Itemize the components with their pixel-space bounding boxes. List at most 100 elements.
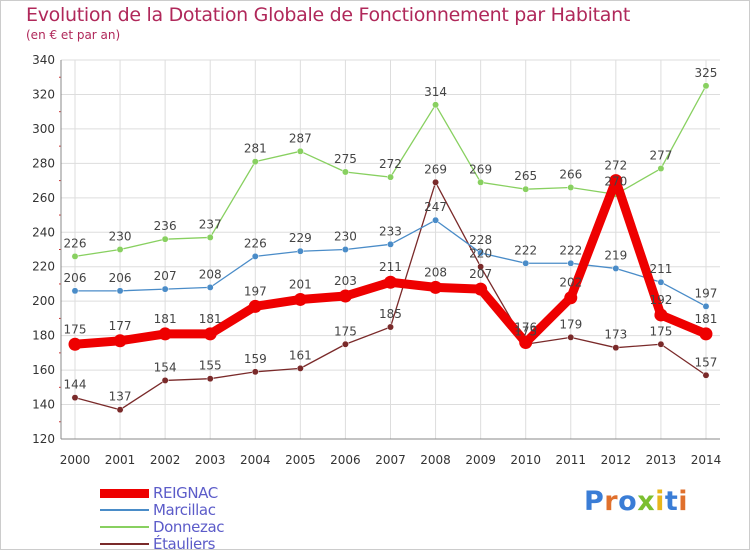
data-label-marcillac: 207 — [154, 269, 177, 283]
data-point-donnezac — [702, 82, 710, 90]
chart-title: Evolution de la Dotation Globale de Fonc… — [26, 4, 631, 26]
data-label-tauliers: 137 — [109, 390, 132, 404]
data-label-tauliers: 220 — [469, 247, 492, 261]
data-point-tauliers — [251, 368, 259, 376]
data-point-reignac — [564, 291, 578, 305]
data-label-reignac: 207 — [469, 267, 492, 281]
data-point-marcillac — [522, 259, 530, 267]
data-label-marcillac: 228 — [469, 233, 492, 247]
data-label-tauliers: 155 — [199, 359, 222, 373]
data-label-marcillac: 208 — [199, 267, 222, 281]
data-label-tauliers: 154 — [154, 360, 177, 374]
proxiti-logo: Proxiti — [584, 486, 688, 517]
data-label-donnezac: 275 — [334, 152, 357, 166]
data-point-tauliers — [296, 364, 304, 372]
data-point-reignac — [474, 282, 488, 296]
y-tick-label: 180 — [32, 329, 55, 343]
legend-label: Étauliers — [153, 535, 216, 553]
data-point-donnezac — [657, 165, 665, 172]
data-label-reignac: 176 — [514, 321, 537, 335]
data-label-donnezac: 269 — [469, 162, 492, 176]
legend-swatch — [100, 488, 149, 498]
y-tick-label: 160 — [32, 363, 55, 377]
data-label-reignac: 197 — [244, 284, 267, 298]
data-point-donnezac — [296, 147, 304, 155]
x-tick-label: 2013 — [646, 453, 677, 467]
x-tick-label: 2006 — [330, 453, 361, 467]
y-tick-label: 140 — [32, 398, 55, 412]
data-label-reignac: 181 — [199, 312, 222, 326]
data-point-reignac — [338, 289, 352, 303]
data-label-reignac: 203 — [334, 274, 357, 288]
data-point-tauliers — [161, 376, 169, 384]
data-label-reignac: 181 — [695, 312, 718, 326]
data-point-reignac — [248, 299, 262, 313]
data-point-marcillac — [251, 252, 259, 260]
data-point-tauliers — [387, 323, 394, 331]
data-label-donnezac: 314 — [424, 85, 447, 99]
x-tick-label: 2000 — [60, 453, 91, 467]
data-label-donnezac: 325 — [695, 66, 718, 80]
data-label-donnezac: 237 — [199, 217, 222, 231]
x-tick-label: 2009 — [465, 453, 496, 467]
data-point-marcillac — [612, 265, 620, 272]
data-point-donnezac — [387, 173, 394, 181]
data-label-tauliers: 175 — [649, 324, 672, 338]
data-point-marcillac — [341, 246, 349, 253]
data-point-reignac — [68, 337, 82, 351]
data-point-donnezac — [206, 233, 214, 241]
logo-letter: t — [664, 486, 679, 517]
data-label-tauliers: 175 — [334, 324, 357, 338]
data-point-tauliers — [206, 375, 214, 383]
data-label-marcillac: 219 — [604, 248, 627, 262]
x-tick-label: 2007 — [375, 453, 406, 467]
y-tick-label: 220 — [32, 260, 55, 274]
data-label-marcillac: 233 — [379, 224, 402, 238]
data-point-tauliers — [432, 178, 440, 186]
data-point-reignac — [383, 275, 397, 289]
data-point-marcillac — [477, 249, 485, 257]
data-label-marcillac: 222 — [559, 243, 582, 257]
data-point-reignac — [429, 280, 443, 294]
data-point-marcillac — [161, 285, 169, 293]
data-label-tauliers: 159 — [244, 352, 267, 366]
data-point-donnezac — [477, 178, 485, 186]
data-point-donnezac — [116, 246, 124, 253]
x-tick-label: 2012 — [601, 453, 632, 467]
data-point-marcillac — [116, 287, 124, 295]
data-label-donnezac: 277 — [649, 149, 672, 163]
data-label-tauliers: 161 — [289, 348, 312, 362]
data-label-donnezac: 265 — [514, 169, 537, 183]
data-label-donnezac: 272 — [379, 157, 402, 171]
legend-label: Donnezac — [153, 518, 225, 536]
logo-letter: x — [637, 486, 656, 517]
logo-letter: i — [655, 486, 665, 517]
data-label-reignac: 272 — [604, 159, 627, 173]
x-tick-label: 2014 — [691, 453, 722, 467]
x-tick-label: 2005 — [285, 453, 316, 467]
data-point-reignac — [609, 174, 623, 188]
data-label-reignac: 192 — [649, 293, 672, 307]
legend-swatch — [100, 509, 149, 511]
x-tick-label: 2004 — [240, 453, 271, 467]
data-label-tauliers: 269 — [424, 162, 447, 176]
data-point-reignac — [699, 327, 713, 341]
y-tick-label: 240 — [32, 225, 55, 239]
data-label-tauliers: 179 — [559, 317, 582, 331]
data-point-reignac — [158, 327, 172, 341]
data-label-marcillac: 229 — [289, 231, 312, 245]
data-point-donnezac — [522, 185, 530, 193]
y-tick-label: 120 — [32, 432, 55, 446]
data-point-reignac — [654, 308, 668, 322]
data-label-reignac: 175 — [64, 322, 87, 336]
data-point-tauliers — [567, 333, 575, 341]
data-label-tauliers: 173 — [604, 328, 627, 342]
data-point-marcillac — [432, 216, 440, 224]
chart-subtitle: (en € et par an) — [26, 28, 121, 42]
data-point-donnezac — [161, 235, 169, 243]
data-point-donnezac — [341, 168, 349, 176]
data-point-donnezac — [567, 184, 575, 191]
data-label-donnezac: 270 — [604, 174, 627, 188]
data-point-marcillac — [702, 302, 710, 310]
